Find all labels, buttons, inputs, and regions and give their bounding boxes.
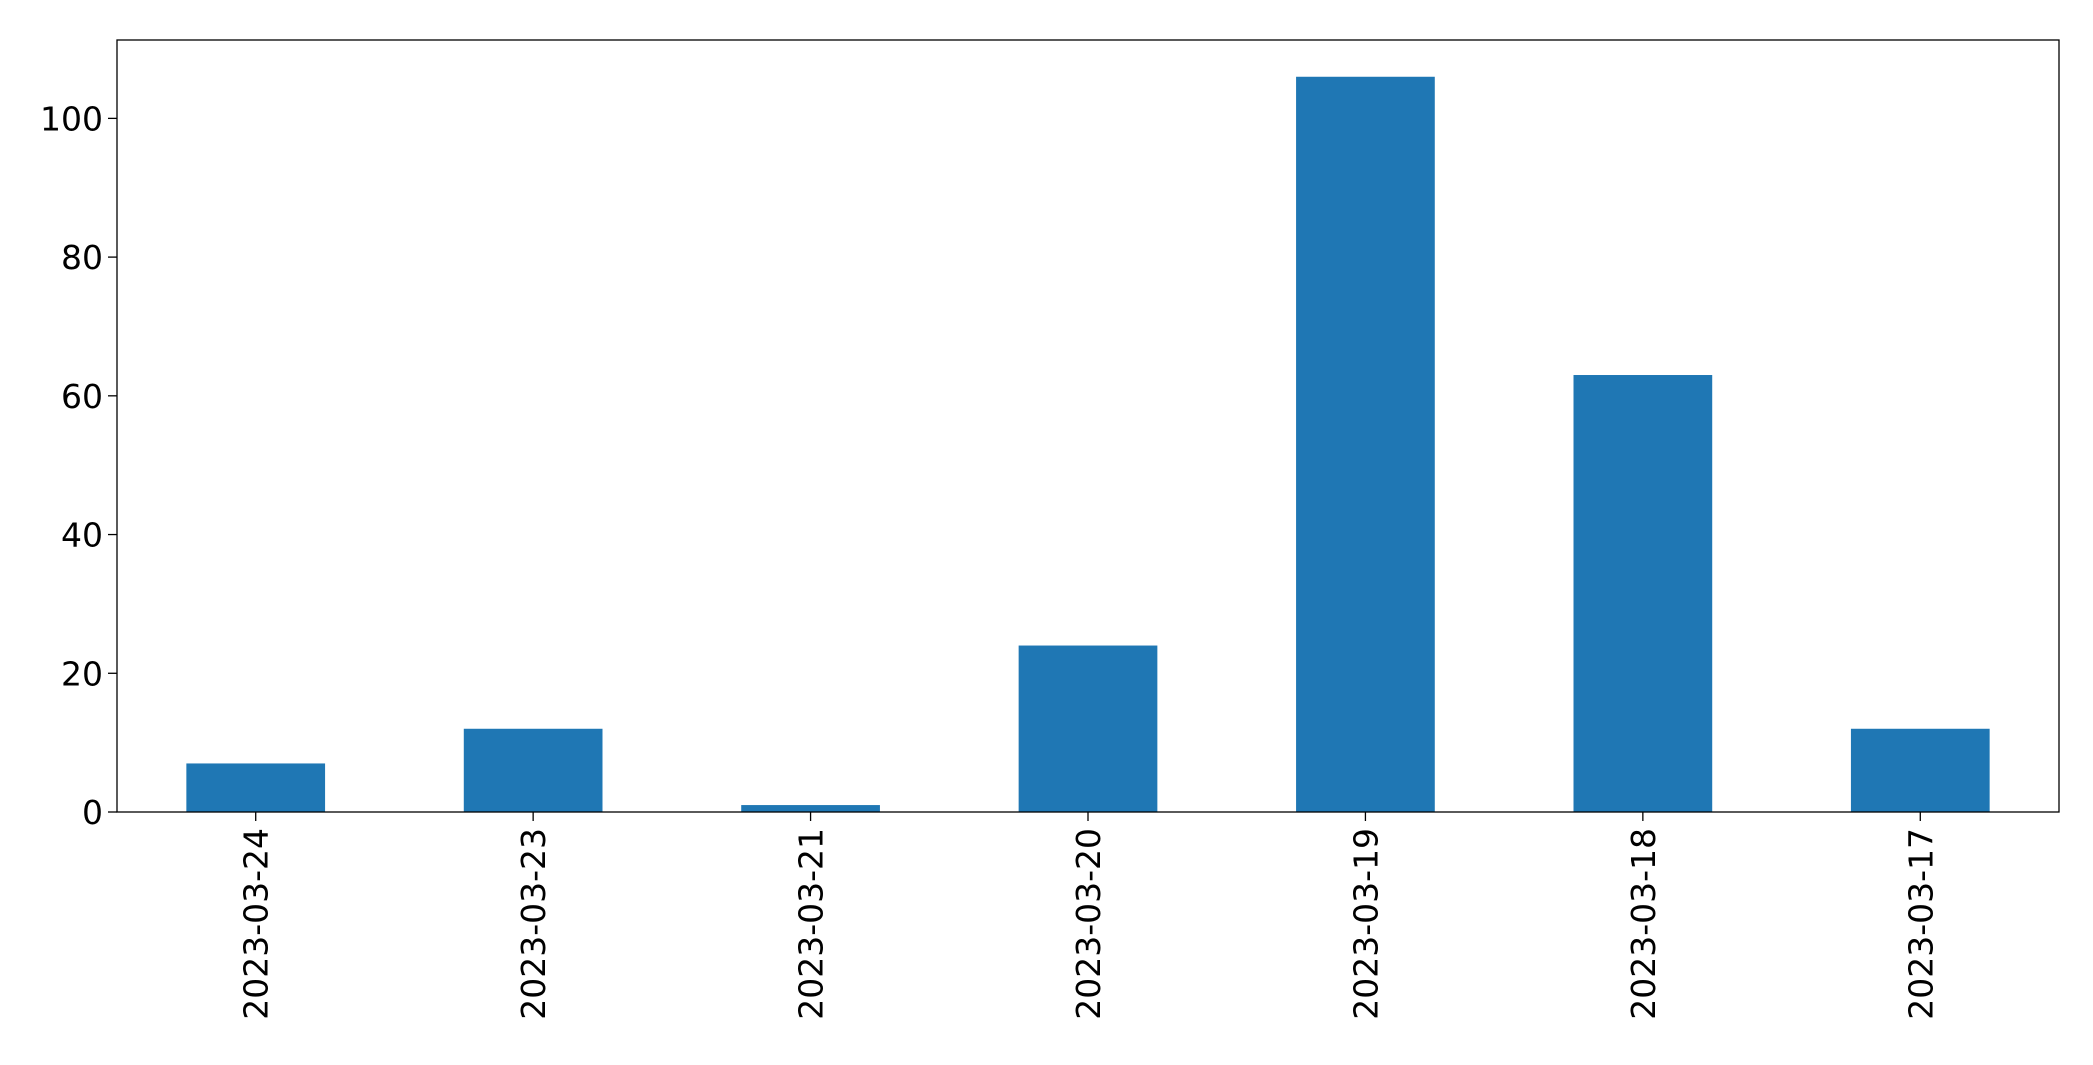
y-tick-label: 80 [61,238,103,277]
x-tick-label: 2023-03-18 [1624,828,1663,1020]
bar-2023-03-24 [186,763,326,812]
x-tick-label: 2023-03-19 [1346,828,1385,1020]
bar-2023-03-20 [1018,645,1158,812]
y-tick-label: 0 [82,793,103,832]
bar-2023-03-19 [1296,76,1435,812]
y-axis: 0 20 40 60 80 100 [40,99,117,832]
bar-2023-03-18 [1573,375,1713,812]
y-tick-label: 40 [61,516,103,555]
bars-layer [186,76,1990,812]
x-tick-label: 2023-03-23 [514,828,553,1020]
y-tick-label: 100 [40,99,103,138]
bar-2023-03-17 [1850,728,1990,812]
x-tick-label: 2023-03-17 [1901,828,1940,1020]
plot-frame [116,39,2060,813]
x-tick-label: 2023-03-21 [792,828,831,1020]
bar-2023-03-23 [463,728,603,812]
bar-2023-03-21 [741,805,880,812]
x-tick-label: 2023-03-24 [237,828,276,1020]
y-tick-label: 20 [61,654,103,693]
x-axis: 2023-03-24 2023-03-23 2023-03-21 2023-03-20… [237,812,1940,1020]
x-tick-label: 2023-03-20 [1069,828,1108,1020]
y-tick-label: 60 [61,377,103,416]
